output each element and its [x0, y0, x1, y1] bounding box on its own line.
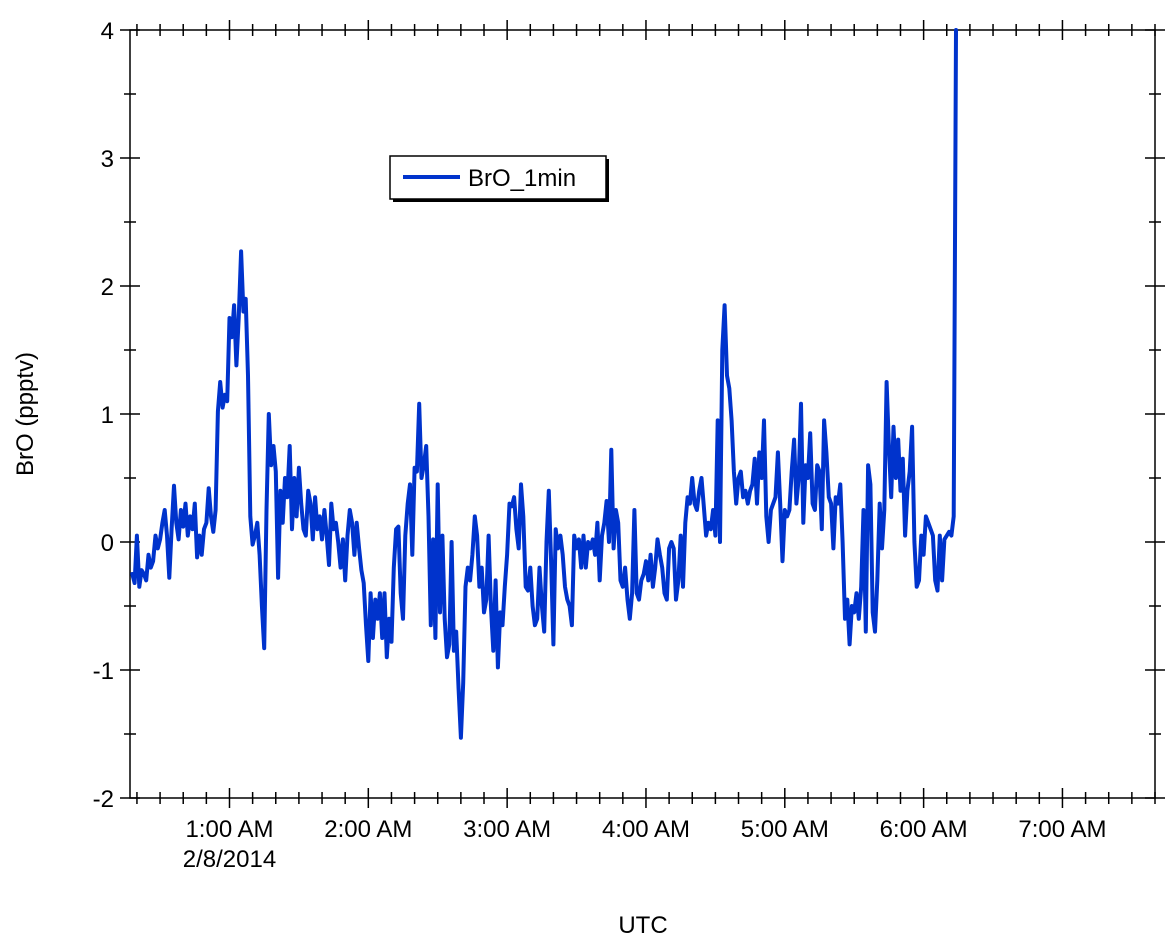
y-tick-labels: -2 -1 0 1 2 3 4	[93, 18, 114, 813]
x-tick-label: 5:00 AM	[741, 816, 829, 843]
y-tick-label: 4	[101, 18, 114, 45]
x-axis-title: UTC	[618, 912, 667, 939]
y-tick-label: -2	[93, 786, 114, 813]
y-axis-title: BrO (ppptv)	[12, 352, 39, 476]
legend: BrO_1min	[389, 155, 609, 202]
x-tick-label: 3:00 AM	[463, 816, 551, 843]
y-tick-label: 2	[101, 274, 114, 301]
axis-ticks	[120, 20, 1165, 808]
legend-label-bro-1min: BrO_1min	[468, 165, 576, 192]
x-tick-label: 7:00 AM	[1018, 816, 1106, 843]
plot-frame	[129, 29, 1156, 799]
y-tick-label: 3	[101, 146, 114, 173]
x-tick-labels: 1:00 AM 2:00 AM 3:00 AM 4:00 AM 5:00 AM 6:00 …	[185, 816, 1106, 843]
y-tick-label: 0	[101, 530, 114, 557]
x-tick-label: 6:00 AM	[880, 816, 968, 843]
y-tick-label: -1	[93, 658, 114, 685]
series-line-bro-1min	[130, 28, 958, 740]
x-date-label: 2/8/2014	[183, 846, 276, 873]
x-tick-label: 4:00 AM	[602, 816, 690, 843]
y-tick-label: 1	[101, 402, 114, 429]
x-tick-label: 2:00 AM	[324, 816, 412, 843]
x-tick-label: 1:00 AM	[185, 816, 273, 843]
